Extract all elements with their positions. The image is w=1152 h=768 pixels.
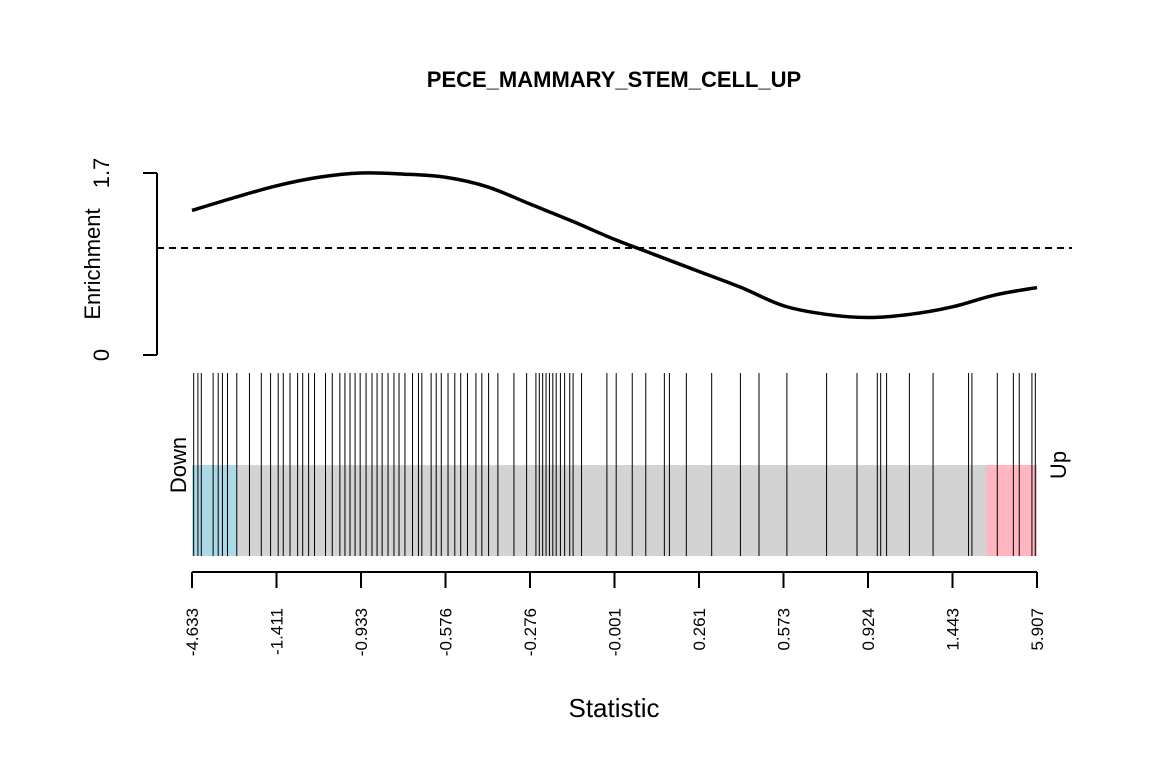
- x-tick-label: 1.443: [944, 608, 963, 651]
- x-tick-label: 0.924: [859, 608, 878, 651]
- down-label: Down: [166, 437, 191, 493]
- enrichment-curve: [191, 171, 1038, 320]
- x-tick-label: 0.573: [775, 608, 794, 651]
- barcode-up-region: [986, 465, 1037, 556]
- x-axis-label: Statistic: [568, 693, 659, 723]
- barcode-down-region: [192, 465, 237, 556]
- x-tick-label: -0.276: [521, 608, 540, 656]
- enrichment-panel: 1.7 0 Enrichment: [80, 158, 1072, 361]
- enrichment-axis-label: Enrichment: [80, 208, 105, 319]
- y-tick-label-min: 0: [89, 349, 114, 361]
- x-tick-label: -0.576: [437, 608, 456, 656]
- barcode-panel: Down Up: [166, 373, 1071, 556]
- x-tick-label: -0.001: [606, 608, 625, 656]
- x-axis: -4.633 -1.411 -0.933 -0.576 -0.276 -0.001 0.26…: [183, 571, 1047, 723]
- x-ticks: -4.633 -1.411 -0.933 -0.576 -0.276 -0.001 0.26…: [183, 572, 1047, 656]
- barcode-lines: [193, 373, 1036, 556]
- x-tick-label: 0.261: [690, 608, 709, 651]
- x-tick-label: -1.411: [268, 608, 287, 655]
- x-tick-label: -4.633: [183, 608, 202, 656]
- up-label: Up: [1046, 451, 1071, 479]
- y-tick-label-max: 1.7: [89, 158, 114, 189]
- x-tick-label: -0.933: [352, 608, 371, 656]
- chart-title: PECE_MAMMARY_STEM_CELL_UP: [427, 67, 801, 92]
- barcode-middle-region: [192, 465, 1037, 556]
- x-tick-label: 5.907: [1028, 608, 1047, 651]
